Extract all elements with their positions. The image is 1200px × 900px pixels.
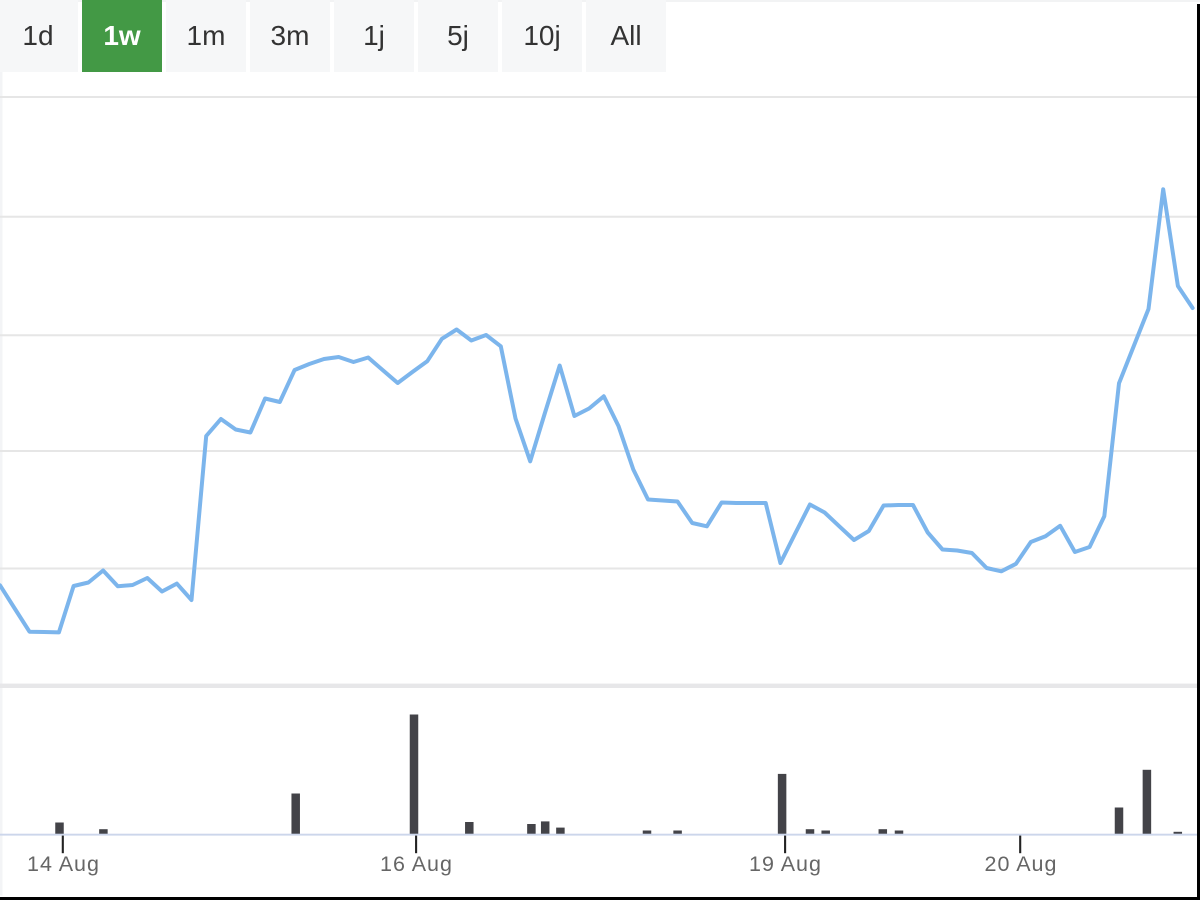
svg-text:19 Aug: 19 Aug <box>749 852 822 876</box>
svg-text:14 Aug: 14 Aug <box>27 852 100 876</box>
svg-text:20 Aug: 20 Aug <box>985 852 1058 876</box>
svg-text:16 Aug: 16 Aug <box>380 852 453 876</box>
